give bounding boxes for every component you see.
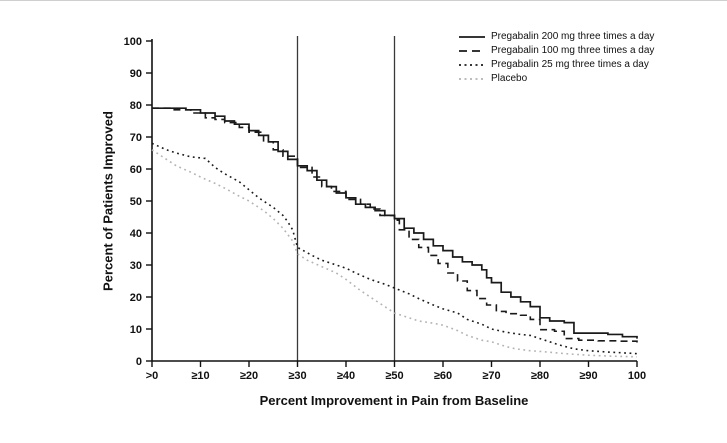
y-tick-label: 30 [130,260,142,272]
legend-label: Pregabalin 100 mg three times a day [491,45,655,56]
x-axis-title: Percent Improvement in Pain from Baselin… [259,393,529,408]
x-tick-label: 100 [628,370,646,382]
series-line-pregabalin-100-mg-three-times-a-day [152,107,638,343]
y-tick-label: 70 [130,132,142,144]
y-tick-label: 20 [130,292,142,304]
x-tick-label: ≥40 [337,370,355,382]
chart-legend: Pregabalin 200 mg three times a day Prega… [458,31,654,84]
legend-item: Pregabalin 100 mg three times a day [458,45,654,56]
legend-dotted-line-swatch [459,77,485,80]
x-tick-label: ≥50 [385,370,403,382]
y-tick-label: 10 [130,324,142,336]
y-tick-label: 80 [130,100,142,112]
legend-item: Pregabalin 200 mg three times a day [458,31,654,42]
legend-label: Pregabalin 200 mg three times a day [491,31,655,42]
y-tick-label: 60 [130,164,142,176]
series-line-placebo [151,149,638,358]
y-tick-label: 50 [130,196,142,208]
y-tick-label: 0 [136,356,142,368]
y-tick-label: 100 [124,36,142,48]
legend-item: Pregabalin 25 mg three times a day [458,59,654,70]
x-tick-label: ≥90 [579,370,597,382]
x-tick-label: ≥60 [434,370,452,382]
legend-label: Pregabalin 25 mg three times a day [491,59,649,70]
series-line-pregabalin-200-mg-three-times-a-day [152,107,638,339]
legend-dotted-line-swatch [459,63,485,66]
y-tick-label: 90 [130,68,142,80]
legend-label: Placebo [491,73,528,84]
legend-item: Placebo [458,73,654,84]
x-tick-label: ≥20 [240,370,258,382]
x-tick-label: ≥10 [191,370,209,382]
legend-solid-line-swatch [459,35,485,38]
y-axis-title: Percent of Patients Improved [100,111,116,291]
legend-dashed-line-swatch [459,49,485,52]
x-tick-label: >0 [146,370,159,382]
x-tick-label: ≥70 [482,370,500,382]
y-tick-label: 40 [130,228,142,240]
x-tick-label: ≥80 [531,370,549,382]
x-tick-label: ≥30 [288,370,306,382]
